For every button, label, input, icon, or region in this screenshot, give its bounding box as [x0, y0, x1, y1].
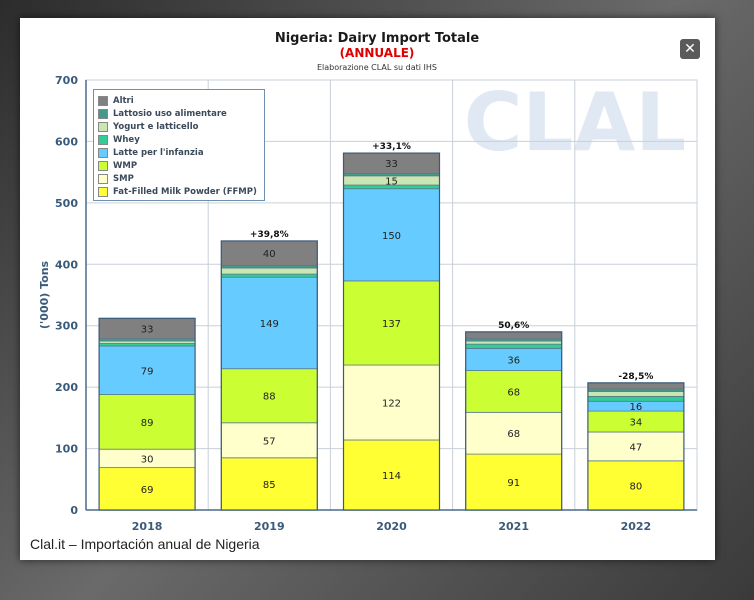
bar-segment — [220, 240, 318, 266]
bar-segment — [465, 343, 563, 349]
bar-segment — [587, 395, 685, 402]
image-caption: Clal.it – Importación anual de Nigeria — [30, 536, 260, 552]
y-tick-label: 100 — [55, 443, 78, 456]
x-tick-label: 2020 — [376, 520, 407, 533]
bar-segment — [587, 431, 685, 462]
bar-data-label: 149 — [260, 319, 279, 330]
chart-legend: Altri Lattosio uso alimentare Yogurt e lat… — [93, 89, 265, 201]
bar-outline — [342, 152, 441, 511]
bar-data-label: 150 — [382, 231, 401, 242]
total-change-label: +39,8% — [250, 230, 289, 240]
bar-data-label: 40 — [263, 249, 276, 260]
legend-label: Latte per l'infanzia — [113, 147, 204, 158]
total-change-label: 50,6% — [498, 321, 529, 331]
chart-title: Nigeria: Dairy Import Totale — [274, 31, 480, 46]
bar-segment — [220, 457, 318, 511]
bar-outline — [465, 331, 563, 511]
bar-segment — [98, 467, 196, 511]
bar-segment — [220, 276, 318, 370]
bar-segment — [220, 273, 318, 278]
bar-segment — [98, 345, 196, 395]
bar-segment — [587, 382, 685, 390]
bar-data-label: 16 — [630, 402, 643, 413]
y-tick-label: 300 — [55, 320, 78, 333]
bar-data-label: 89 — [141, 418, 154, 429]
legend-swatch — [98, 108, 108, 119]
bar-data-label: 33 — [385, 159, 398, 170]
legend-item[interactable]: Lattosio uso alimentare — [98, 107, 264, 120]
bar-segment — [220, 267, 318, 275]
bar-data-label: 137 — [382, 319, 401, 330]
y-tick-label: 700 — [55, 74, 78, 87]
bar-outline — [220, 240, 318, 511]
legend-label: Whey — [113, 134, 140, 145]
total-change-label: +33,1% — [372, 142, 411, 152]
bar-data-label: 88 — [263, 392, 276, 403]
bar-data-label: 30 — [141, 454, 154, 465]
x-tick-label: 2019 — [254, 520, 285, 533]
x-tick-label: 2018 — [132, 520, 163, 533]
legend-label: WMP — [113, 161, 138, 172]
close-button[interactable]: ✕ — [680, 39, 700, 59]
legend-swatch — [98, 95, 108, 106]
legend-label: SMP — [113, 174, 134, 185]
y-tick-label: 0 — [70, 504, 78, 517]
bar-data-label: 47 — [630, 442, 643, 453]
chart-subtitle: (ANNUALE) — [339, 46, 415, 60]
bar-data-label: 114 — [382, 471, 401, 482]
bar-data-label: 91 — [507, 478, 520, 489]
bar-segment — [587, 391, 685, 397]
bar-data-label: 80 — [630, 481, 643, 492]
bar-data-label: 34 — [630, 418, 643, 429]
x-tick-label: 2022 — [621, 520, 652, 533]
bar-data-label: 85 — [263, 480, 276, 491]
bar-segment — [98, 394, 196, 450]
bar-data-label: 79 — [141, 366, 154, 377]
legend-swatch — [98, 187, 108, 198]
legend-item[interactable]: SMP — [98, 173, 264, 186]
bar-data-label: 57 — [263, 436, 276, 447]
y-tick-label: 500 — [55, 197, 78, 210]
legend-swatch — [98, 174, 108, 185]
legend-item[interactable]: Fat-Filled Milk Powder (FFMP) — [98, 186, 264, 199]
bar-segment — [465, 331, 563, 340]
total-change-label: -28,5% — [618, 372, 653, 382]
legend-swatch — [98, 161, 108, 172]
bar-data-label: 15 — [385, 176, 398, 187]
bar-segment — [465, 411, 563, 455]
bar-data-label: 33 — [141, 324, 154, 335]
legend-swatch — [98, 121, 108, 132]
legend-swatch — [98, 147, 108, 158]
y-tick-label: 200 — [55, 381, 78, 394]
bar-outline — [98, 317, 196, 511]
bar-outline — [587, 382, 685, 511]
legend-label: Altri — [113, 95, 134, 106]
legend-item[interactable]: Whey — [98, 133, 264, 146]
chart-source: Elaborazione CLAL su dati IHS — [316, 63, 437, 72]
bar-data-label: 68 — [507, 429, 520, 440]
bar-segment — [343, 364, 440, 441]
legend-swatch — [98, 134, 108, 145]
y-axis-label: ('000) Tons — [38, 260, 51, 329]
legend-label: Yogurt e latticello — [113, 121, 199, 132]
legend-item[interactable]: Altri — [98, 94, 264, 107]
legend-item[interactable]: Yogurt e latticello — [98, 120, 264, 133]
y-tick-label: 400 — [55, 258, 78, 271]
legend-item[interactable]: WMP — [98, 159, 264, 172]
bar-data-label: 68 — [507, 387, 520, 398]
legend-item[interactable]: Latte per l'infanzia — [98, 146, 264, 159]
y-tick-label: 600 — [55, 135, 78, 148]
x-tick-label: 2021 — [498, 520, 529, 533]
bar-data-label: 36 — [507, 356, 520, 367]
bar-segment — [220, 422, 318, 459]
bar-segment — [465, 340, 563, 345]
legend-label: Fat-Filled Milk Powder (FFMP) — [113, 187, 257, 198]
legend-label: Lattosio uso alimentare — [113, 108, 227, 119]
bar-data-label: 122 — [382, 399, 401, 410]
bar-data-label: 69 — [141, 485, 154, 496]
